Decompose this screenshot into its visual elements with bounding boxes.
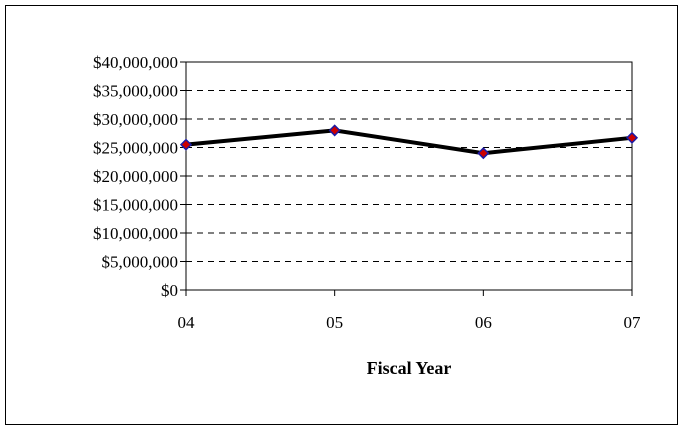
- data-point: [179, 138, 193, 151]
- y-tick-label: $10,000,000: [93, 224, 178, 243]
- y-tick-label: $25,000,000: [93, 139, 178, 158]
- y-tick-label: $40,000,000: [93, 53, 178, 72]
- y-axis: $0 $5,000,000 $10,000,000 $15,000,000 $20,00…: [93, 53, 186, 300]
- series: [179, 124, 639, 160]
- series-line: [185, 128, 633, 156]
- y-tick-label: $5,000,000: [102, 253, 179, 272]
- x-tick-label: 06: [475, 313, 492, 332]
- x-axis: 04 05 06 07: [178, 290, 642, 332]
- data-point: [625, 131, 639, 144]
- y-tick-label: $0: [161, 281, 178, 300]
- x-tick-label: 07: [624, 313, 642, 332]
- x-tick-label: 05: [326, 313, 343, 332]
- data-point: [328, 124, 341, 137]
- grid-lines: [186, 90, 632, 262]
- y-tick-label: $15,000,000: [93, 196, 178, 215]
- y-tick-label: $30,000,000: [93, 110, 178, 129]
- y-tick-label: $20,000,000: [93, 167, 178, 186]
- data-point: [477, 147, 490, 160]
- x-axis-title: Fiscal Year: [367, 358, 452, 378]
- y-tick-label: $35,000,000: [93, 82, 178, 101]
- chart-frame: [5, 5, 678, 425]
- x-tick-label: 04: [178, 313, 196, 332]
